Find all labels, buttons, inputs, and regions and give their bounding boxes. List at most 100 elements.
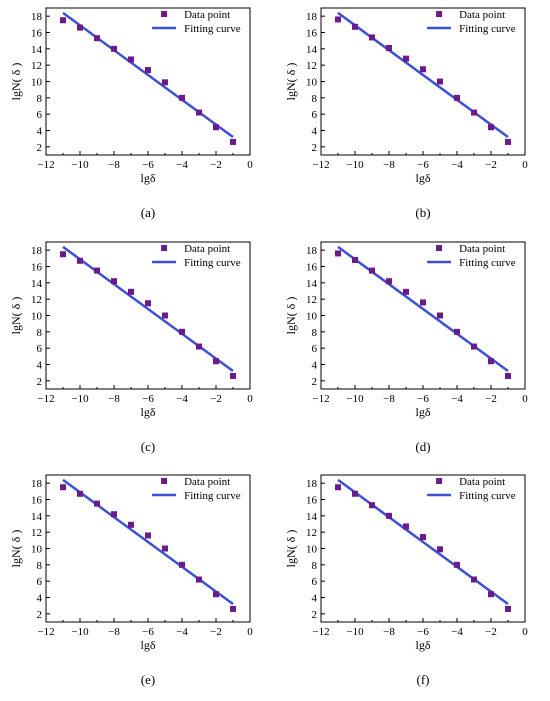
y-tick-label: 16 <box>31 28 43 40</box>
y-tick-label: 10 <box>306 311 318 323</box>
fitting-curve-line <box>337 11 509 139</box>
y-tick-label: 8 <box>37 93 43 105</box>
fitting-curve-line <box>337 245 509 373</box>
data-point-marker <box>77 257 83 264</box>
x-tick-label: −10 <box>71 393 89 405</box>
x-tick-label: −8 <box>383 159 395 171</box>
y-tick-label: 12 <box>31 527 42 539</box>
fitting-curve-line <box>62 245 234 373</box>
y-tick-label: 16 <box>306 262 318 274</box>
y-tick-label: 4 <box>312 360 318 372</box>
x-tick-label: −10 <box>346 159 364 171</box>
legend-label: Fitting curve <box>459 490 516 502</box>
y-axis-title: lgN( δ ) <box>9 530 23 568</box>
y-tick-label: 2 <box>37 142 43 154</box>
legend-label: Data point <box>459 9 505 21</box>
x-tick-label: −12 <box>312 393 329 405</box>
legend-marker-data-point <box>161 478 168 484</box>
y-tick-label: 18 <box>31 11 43 23</box>
data-point-marker <box>471 109 477 116</box>
x-tick-label: −8 <box>108 393 120 405</box>
data-point-marker <box>128 288 134 295</box>
data-point-marker <box>60 17 66 24</box>
x-tick-label: −12 <box>37 626 54 638</box>
x-axis-title: lgδ <box>416 171 431 185</box>
x-tick-label: −2 <box>210 393 222 405</box>
chart-panel-e: −12 −10 −8 −6 −4 −2 0 2 4 6 8 10 12 14 16 18 lgδ lgN( δ )… <box>0 467 275 701</box>
data-point-marker <box>162 545 168 552</box>
data-point-marker <box>471 343 477 350</box>
x-tick-label: −8 <box>383 626 395 638</box>
x-axis-title: lgδ <box>416 638 431 652</box>
legend-label: Data point <box>459 243 505 255</box>
data-point-marker <box>94 500 100 507</box>
x-tick-label: −12 <box>37 393 54 405</box>
data-point-marker <box>420 299 426 306</box>
data-point-marker <box>403 288 409 295</box>
x-tick-label: 0 <box>247 393 253 405</box>
x-tick-label: −12 <box>312 626 329 638</box>
data-point-marker <box>488 124 494 131</box>
x-tick-label: 0 <box>247 159 253 171</box>
x-tick-label: −4 <box>176 159 188 171</box>
chart-svg-a: −12 −10 −8 −6 −4 −2 0 2 4 6 8 10 12 14 16 18 lgδ lgN( δ )… <box>9 7 253 220</box>
y-tick-label: 14 <box>31 278 43 290</box>
data-point-marker <box>386 45 392 52</box>
y-tick-label: 6 <box>37 109 43 121</box>
data-point-marker <box>196 109 202 116</box>
data-point-marker <box>454 328 460 335</box>
data-point-marker <box>230 138 236 145</box>
data-point-marker <box>145 532 151 539</box>
chart-svg-b: −12 −10 −8 −6 −4 −2 0 2 4 6 8 10 12 14 16 18 lgδ lgN( δ )… <box>284 7 528 220</box>
y-tick-label: 12 <box>306 294 317 306</box>
data-point-marker <box>128 56 134 63</box>
legend-label: Data point <box>184 476 230 488</box>
data-point-marker <box>196 576 202 583</box>
x-axis-title: lgδ <box>416 405 431 419</box>
data-point-marker <box>60 484 66 491</box>
chart-panel-f: −12 −10 −8 −6 −4 −2 0 2 4 6 8 10 12 14 16 18 lgδ lgN( δ )… <box>275 467 550 701</box>
y-tick-label: 8 <box>312 327 318 339</box>
x-tick-label: −2 <box>210 159 222 171</box>
data-point-marker <box>369 267 375 274</box>
y-axis-title: lgN( δ ) <box>9 63 23 101</box>
data-point-marker <box>196 343 202 350</box>
data-point-marker <box>111 511 117 518</box>
y-tick-label: 8 <box>312 560 318 572</box>
x-tick-label: −6 <box>142 626 154 638</box>
legend-label: Fitting curve <box>184 257 241 269</box>
y-tick-label: 2 <box>37 376 43 388</box>
legend-label: Data point <box>184 243 230 255</box>
data-point-marker <box>352 23 358 30</box>
data-point-marker <box>230 605 236 612</box>
legend-marker-data-point <box>436 245 443 251</box>
y-tick-label: 6 <box>37 576 43 588</box>
x-tick-label: −4 <box>451 393 463 405</box>
x-tick-label: −4 <box>451 626 463 638</box>
legend-label: Fitting curve <box>459 257 516 269</box>
x-tick-label: −4 <box>176 626 188 638</box>
data-point-marker <box>352 490 358 497</box>
chart-panel-c: −12 −10 −8 −6 −4 −2 0 2 4 6 8 10 12 14 16 18 lgδ lgN( δ )… <box>0 234 275 468</box>
legend-marker-data-point <box>436 478 443 484</box>
y-tick-label: 8 <box>37 327 43 339</box>
y-tick-label: 10 <box>306 77 318 89</box>
panel-caption: (c) <box>141 439 155 454</box>
x-tick-label: −10 <box>71 626 89 638</box>
x-tick-label: 0 <box>247 626 253 638</box>
y-axis-title: lgN( δ ) <box>284 297 298 335</box>
x-tick-label: −2 <box>485 159 497 171</box>
x-tick-label: −4 <box>451 159 463 171</box>
y-tick-label: 10 <box>31 544 43 556</box>
y-tick-label: 6 <box>312 576 318 588</box>
data-point-marker <box>111 278 117 285</box>
y-tick-label: 18 <box>31 478 43 490</box>
y-tick-label: 12 <box>31 60 42 72</box>
y-axis-title: lgN( δ ) <box>284 63 298 101</box>
y-tick-label: 4 <box>312 593 318 605</box>
data-point-marker <box>437 78 443 85</box>
legend-label: Fitting curve <box>184 490 241 502</box>
data-point-marker <box>335 250 341 257</box>
x-tick-label: −6 <box>417 626 429 638</box>
chart-panel-b: −12 −10 −8 −6 −4 −2 0 2 4 6 8 10 12 14 16 18 lgδ lgN( δ )… <box>275 0 550 234</box>
